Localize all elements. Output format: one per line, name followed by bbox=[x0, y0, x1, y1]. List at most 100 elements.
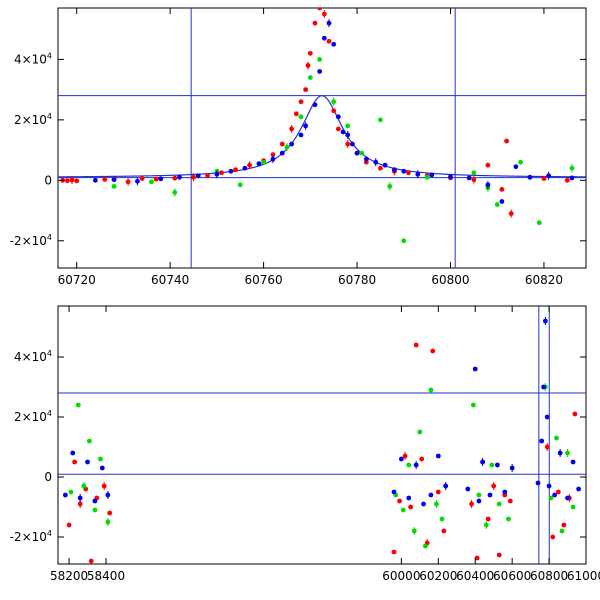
bottom-data-point bbox=[421, 501, 426, 507]
top-data-point bbox=[499, 186, 505, 192]
bottom-data-point bbox=[101, 483, 107, 489]
top-data-point bbox=[317, 8, 323, 11]
bottom-y-tick-label: 4×104 bbox=[14, 349, 52, 364]
bottom-data-point bbox=[439, 516, 445, 522]
top-data-point bbox=[64, 178, 70, 184]
bottom-data-point bbox=[570, 459, 576, 465]
top-data-point bbox=[298, 114, 304, 120]
bottom-y-axis: -2×104 0 2×104 4×104 bbox=[10, 349, 586, 544]
top-data-point bbox=[359, 150, 365, 156]
top-data-point bbox=[139, 176, 145, 181]
top-data-point bbox=[307, 50, 313, 56]
bottom-data-point bbox=[572, 411, 578, 417]
bottom-data-point bbox=[539, 438, 545, 444]
top-data-point bbox=[466, 175, 472, 181]
bottom-data-point bbox=[406, 495, 412, 501]
bottom-data-point bbox=[465, 486, 471, 492]
bottom-data-point bbox=[496, 552, 502, 558]
top-data-point bbox=[102, 177, 108, 182]
bottom-data-point bbox=[546, 483, 552, 489]
top-data-point bbox=[429, 172, 435, 178]
top-x-tick-label: 60820 bbox=[525, 273, 563, 287]
bottom-data-point bbox=[435, 453, 441, 459]
top-data-point bbox=[321, 11, 327, 17]
top-data-point bbox=[279, 150, 285, 156]
bottom-data-point bbox=[489, 462, 495, 468]
top-data-point bbox=[172, 175, 178, 181]
bottom-data-point bbox=[502, 489, 508, 495]
top-data-point bbox=[270, 156, 276, 162]
bottom-data-point bbox=[77, 501, 83, 507]
top-data-point bbox=[541, 176, 547, 181]
bottom-data-point bbox=[472, 366, 478, 372]
bottom-plot-frame bbox=[57, 305, 587, 565]
top-data-point bbox=[424, 174, 430, 180]
bottom-data-point bbox=[544, 444, 550, 450]
bottom-x-tick-label: 58400 bbox=[87, 569, 125, 583]
bottom-data-point bbox=[391, 489, 397, 495]
top-data-points bbox=[60, 8, 575, 244]
top-data-point bbox=[504, 138, 509, 144]
top-data-point bbox=[392, 167, 397, 173]
top-data-point bbox=[326, 20, 332, 26]
top-data-point bbox=[293, 111, 299, 117]
top-data-point bbox=[499, 199, 505, 204]
top-model-curve-group bbox=[58, 95, 586, 178]
top-data-point bbox=[382, 162, 388, 168]
bottom-data-point bbox=[487, 492, 493, 498]
top-data-point bbox=[363, 156, 369, 162]
bottom-data-point bbox=[98, 456, 103, 462]
top-data-point bbox=[214, 171, 220, 177]
top-data-point bbox=[305, 63, 311, 68]
top-data-point bbox=[564, 177, 570, 183]
bottom-data-point bbox=[428, 492, 434, 498]
bottom-data-point bbox=[434, 501, 439, 507]
bottom-data-point bbox=[88, 558, 94, 564]
bottom-data-point bbox=[406, 462, 412, 468]
bottom-data-point bbox=[542, 318, 548, 324]
top-data-point bbox=[345, 141, 351, 147]
top-data-point bbox=[125, 179, 131, 185]
top-data-point bbox=[256, 161, 262, 167]
bottom-data-point bbox=[75, 402, 81, 408]
top-data-point bbox=[149, 179, 154, 185]
top-data-point bbox=[335, 114, 341, 120]
bottom-data-point bbox=[413, 342, 419, 348]
bottom-data-point bbox=[411, 528, 417, 534]
bottom-data-point bbox=[105, 519, 111, 525]
bottom-x-tick-label: 60000 bbox=[382, 569, 420, 583]
top-data-point bbox=[279, 141, 285, 147]
bottom-data-point bbox=[491, 483, 497, 489]
bottom-data-point bbox=[509, 465, 515, 471]
bottom-data-point bbox=[496, 501, 502, 507]
top-data-point bbox=[345, 132, 351, 138]
bottom-data-point bbox=[476, 492, 482, 498]
top-data-point bbox=[298, 99, 304, 105]
bottom-data-point bbox=[419, 456, 425, 462]
bottom-data-point bbox=[535, 480, 541, 486]
bottom-y-tick-label: -2×104 bbox=[10, 529, 52, 544]
top-x-tick-label: 60800 bbox=[431, 273, 469, 287]
bottom-data-point bbox=[570, 504, 576, 510]
top-data-point bbox=[219, 170, 224, 176]
bottom-data-point bbox=[107, 510, 113, 516]
top-data-point bbox=[569, 165, 575, 171]
top-data-point bbox=[177, 174, 182, 180]
top-data-point bbox=[378, 117, 383, 123]
bottom-data-point bbox=[469, 501, 474, 507]
top-data-point bbox=[335, 126, 341, 132]
top-data-point bbox=[298, 132, 304, 138]
top-panel: 60720 60740 60760 60780 60800 60820 -2×104 0 2×… bbox=[10, 7, 587, 287]
top-data-point bbox=[340, 129, 346, 135]
bottom-data-point bbox=[443, 483, 449, 489]
bottom-data-point bbox=[398, 456, 404, 462]
top-data-point bbox=[307, 75, 313, 80]
top-data-point bbox=[233, 167, 238, 173]
bottom-x-tick-label: 58200 bbox=[50, 569, 88, 583]
bottom-data-point bbox=[62, 492, 68, 498]
top-data-point bbox=[331, 99, 337, 105]
bottom-x-tick-label: 60600 bbox=[493, 569, 531, 583]
top-data-point bbox=[312, 20, 318, 26]
top-data-point bbox=[92, 177, 98, 183]
